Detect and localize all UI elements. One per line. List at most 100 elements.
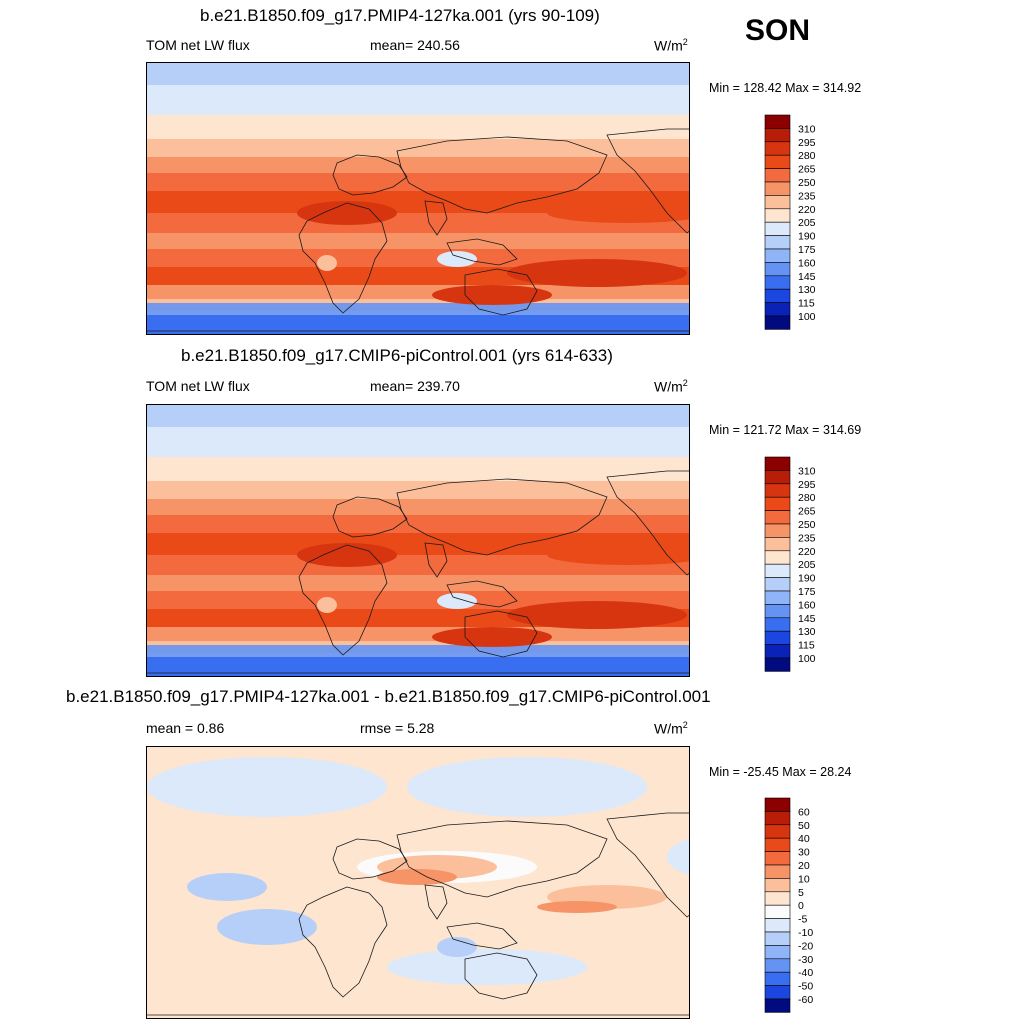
colorbar-box bbox=[764, 563, 791, 578]
colorbar-tick-label: 145 bbox=[798, 271, 816, 283]
panel-2-title: b.e21.B1850.f09_g17.CMIP6-piControl.001 … bbox=[181, 346, 613, 365]
map-band bbox=[147, 457, 689, 481]
map-region bbox=[437, 251, 477, 267]
colorbar-box bbox=[764, 590, 791, 605]
panel-3-title: b.e21.B1850.f09_g17.PMIP4-127ka.001 - b.… bbox=[66, 687, 711, 706]
colorbar-tick-label: 205 bbox=[798, 559, 816, 571]
colorbar-box bbox=[764, 644, 791, 659]
coastline bbox=[424, 884, 448, 920]
colorbar-box bbox=[764, 288, 791, 303]
map-band bbox=[147, 515, 689, 533]
colorbar-tick-label: 115 bbox=[798, 298, 815, 310]
colorbar-tick-label: 310 bbox=[798, 123, 816, 135]
coastline bbox=[298, 202, 388, 314]
map-region bbox=[217, 909, 317, 945]
colorbar-tick-label: 295 bbox=[798, 479, 816, 491]
map-region bbox=[297, 201, 397, 225]
map-region bbox=[407, 757, 647, 817]
colorbar-tick-label: 0 bbox=[798, 900, 804, 912]
colorbar-box bbox=[764, 523, 791, 538]
colorbar-box bbox=[764, 456, 791, 471]
colorbar-tick-label: 160 bbox=[798, 599, 816, 611]
colorbar-box bbox=[764, 958, 791, 973]
colorbar-box bbox=[764, 904, 791, 919]
colorbar-tick-label: 40 bbox=[798, 833, 810, 845]
colorbar-box bbox=[764, 154, 791, 169]
colorbar-tick-label: 310 bbox=[798, 465, 816, 477]
coastline bbox=[424, 542, 448, 578]
colorbar-tick-label: 220 bbox=[798, 546, 816, 558]
map-region bbox=[547, 203, 689, 223]
colorbar-tick-label: 220 bbox=[798, 204, 816, 216]
panel-3-map bbox=[146, 746, 690, 1019]
map-band bbox=[147, 427, 689, 457]
coastline bbox=[446, 238, 518, 266]
colorbar-tick-label: 175 bbox=[798, 586, 816, 598]
colorbar-box bbox=[764, 248, 791, 263]
colorbar-tick-label: 265 bbox=[798, 506, 816, 518]
panel-3-mean-label: mean = 0.86 bbox=[146, 720, 225, 736]
colorbar-box bbox=[764, 302, 791, 317]
map-region bbox=[387, 949, 587, 985]
colorbar-tick-label: 10 bbox=[798, 873, 810, 885]
colorbar-tick-label: 60 bbox=[798, 806, 810, 818]
colorbar-tick-label: 100 bbox=[798, 653, 816, 665]
coastline bbox=[464, 610, 538, 658]
colorbar-box bbox=[764, 998, 791, 1013]
colorbar-box bbox=[764, 550, 791, 565]
colorbar-box bbox=[764, 195, 791, 210]
colorbar-tick-label: 30 bbox=[798, 847, 810, 859]
colorbar-tick-label: -50 bbox=[798, 981, 813, 993]
panel-3-colorbar: 60 50 40 30 20 10 5 0 -5 -10 -20 -30 -40 -50 -60 bbox=[764, 797, 835, 1013]
map-band bbox=[147, 555, 689, 575]
colorbar-tick-label: -20 bbox=[798, 940, 813, 952]
coastline bbox=[606, 128, 689, 234]
coastline bbox=[446, 580, 518, 608]
panel-1-title: b.e21.B1850.f09_g17.PMIP4-127ka.001 (yrs… bbox=[200, 6, 600, 25]
colorbar-box bbox=[764, 891, 791, 906]
colorbar-tick-label: 265 bbox=[798, 164, 816, 176]
colorbar-box bbox=[764, 851, 791, 866]
colorbar-tick-label: 190 bbox=[798, 231, 816, 243]
panel-1-colorbar: 310 295 280 265 250 235 220 205 190 175 160 145 130 1… bbox=[764, 114, 835, 330]
panel-2-map-svg bbox=[147, 405, 689, 676]
colorbar-tick-label: 100 bbox=[798, 311, 816, 323]
colorbar-tick-label: 5 bbox=[798, 887, 804, 899]
coastline bbox=[424, 200, 448, 236]
map-band bbox=[147, 191, 689, 213]
colorbar-tick-label: 175 bbox=[798, 244, 816, 256]
map-region bbox=[432, 627, 552, 647]
panel-3-minmax: Min = -25.45 Max = 28.24 bbox=[709, 765, 852, 779]
colorbar-box bbox=[764, 496, 791, 511]
colorbar-box bbox=[764, 114, 791, 129]
colorbar-tick-label: 130 bbox=[798, 284, 816, 296]
map-band bbox=[147, 233, 689, 249]
colorbar-tick-label: 280 bbox=[798, 492, 816, 504]
season-label: SON bbox=[745, 14, 811, 47]
map-region bbox=[297, 543, 397, 567]
colorbar-box bbox=[764, 985, 791, 1000]
map-band bbox=[147, 315, 689, 334]
panel-2-map bbox=[146, 404, 690, 677]
colorbar-box bbox=[764, 797, 791, 812]
coastline bbox=[396, 820, 608, 898]
panel-2-colorbar: 310 295 280 265 250 235 220 205 190 175 160 145 130 1… bbox=[764, 456, 835, 672]
coastline bbox=[606, 470, 689, 576]
colorbar-tick-label: -10 bbox=[798, 927, 813, 939]
colorbar-box bbox=[764, 657, 791, 672]
colorbar-tick-label: 235 bbox=[798, 532, 816, 544]
map-region bbox=[667, 839, 689, 875]
colorbar-tick-label: 205 bbox=[798, 217, 816, 229]
colorbar-tick-label: -5 bbox=[798, 914, 807, 926]
map-region bbox=[317, 597, 337, 613]
map-band bbox=[147, 213, 689, 233]
panel-1-minmax: Min = 128.42 Max = 314.92 bbox=[709, 81, 862, 95]
colorbar-tick-label: 190 bbox=[798, 573, 816, 585]
colorbar-tick-label: -30 bbox=[798, 954, 813, 966]
map-region bbox=[437, 593, 477, 609]
map-band bbox=[147, 157, 689, 173]
map-band bbox=[147, 63, 689, 85]
